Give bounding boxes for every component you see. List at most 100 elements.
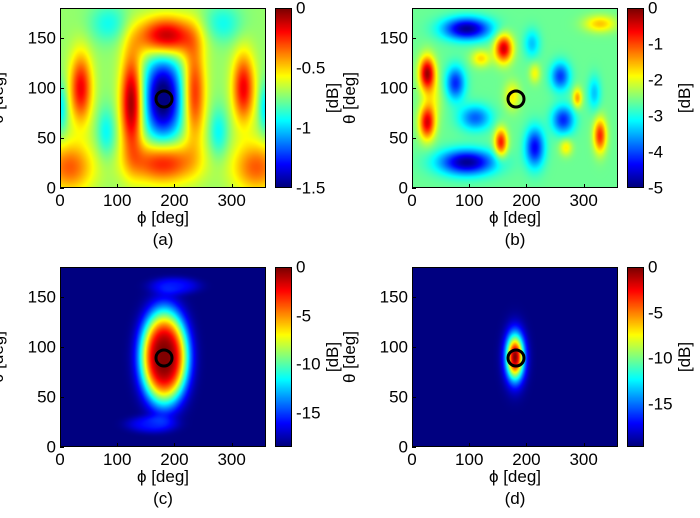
y-tick-label: 50 <box>37 387 56 407</box>
y-tick-mark <box>60 188 64 189</box>
colorbar-tick-label: -10 <box>296 354 321 374</box>
x-tick-mark <box>526 443 528 447</box>
heatmap-panel-b: 0 100 200 300 0 50 100 150 0 -1 -2 -3 -4 -5 ϕ [deg] θ [… <box>340 0 700 259</box>
x-tick-label: 100 <box>455 191 484 210</box>
heatmap-plot-area <box>412 8 618 188</box>
y-tick-mark <box>412 347 416 348</box>
x-tick-mark <box>583 443 585 447</box>
x-tick-label: 100 <box>103 450 132 469</box>
x-tick-mark <box>583 184 585 188</box>
colorbar-tick-label: 0 <box>648 0 658 18</box>
colorbar-label: [dB] <box>675 341 695 373</box>
colorbar-tick-label: -15 <box>296 403 321 423</box>
x-tick-label: 100 <box>103 191 132 210</box>
y-tick-mark <box>60 138 64 139</box>
x-tick-label: 200 <box>512 450 541 469</box>
heatmap-panel-c: 0 100 200 300 0 50 100 150 0 -5 -10 -15 ϕ [deg] θ [de… <box>0 259 350 518</box>
y-tick-label: 150 <box>27 287 56 307</box>
y-axis-label: θ [deg] <box>340 72 359 124</box>
y-tick-label: 150 <box>379 287 408 307</box>
y-tick-mark <box>60 88 64 89</box>
colorbar <box>275 8 292 188</box>
y-tick-label: 0 <box>46 178 56 198</box>
colorbar-tick-label: -0.5 <box>296 58 326 78</box>
y-tick-label: 100 <box>379 78 408 98</box>
x-tick-mark <box>412 184 413 188</box>
x-axis-label: ϕ [deg] <box>136 467 190 486</box>
colorbar-tick-label: -1 <box>296 118 312 138</box>
target-marker-circle <box>154 89 174 109</box>
heatmap-plot-area <box>60 8 266 188</box>
x-axis-label: ϕ [deg] <box>488 467 542 486</box>
colorbar-gradient <box>276 268 291 446</box>
y-tick-mark <box>412 88 416 89</box>
x-tick-label: 300 <box>569 191 598 210</box>
y-axis-label: θ [deg] <box>340 331 359 383</box>
colorbar <box>627 267 644 447</box>
y-tick-mark <box>412 188 416 189</box>
x-tick-mark <box>174 443 176 447</box>
x-tick-mark <box>412 443 413 447</box>
x-tick-mark <box>60 443 61 447</box>
y-tick-mark <box>60 447 64 448</box>
y-tick-mark <box>60 297 64 298</box>
colorbar <box>275 267 292 447</box>
panel-caption: (a) <box>152 230 174 249</box>
colorbar-label: [dB] <box>675 82 695 114</box>
colorbar-tick-label: -10 <box>648 348 673 368</box>
colorbar-tick-label: -1 <box>648 34 664 54</box>
target-marker-circle <box>154 348 174 368</box>
x-tick-label: 200 <box>160 191 189 210</box>
x-axis-label: ϕ [deg] <box>488 208 542 227</box>
y-tick-mark <box>412 447 416 448</box>
x-tick-label: 200 <box>512 191 541 210</box>
y-tick-mark <box>412 138 416 139</box>
colorbar-gradient <box>628 268 643 446</box>
x-tick-label: 300 <box>217 191 246 210</box>
y-tick-mark <box>412 397 416 398</box>
colorbar-tick-label: -1.5 <box>296 178 326 198</box>
heatmap-plot-area <box>412 267 618 447</box>
x-tick-mark <box>231 184 233 188</box>
x-tick-label: 0 <box>407 191 417 210</box>
y-tick-label: 0 <box>398 437 408 457</box>
colorbar-tick-label: -3 <box>648 106 664 126</box>
heatmap-plot-area <box>60 267 266 447</box>
x-tick-label: 0 <box>55 191 65 210</box>
y-tick-label: 100 <box>379 337 408 357</box>
y-tick-label: 100 <box>27 78 56 98</box>
x-tick-mark <box>117 443 119 447</box>
colorbar-tick-label: 0 <box>296 257 306 277</box>
colorbar-tick-label: -5 <box>296 306 312 326</box>
colorbar-gradient <box>628 9 643 187</box>
y-tick-label: 150 <box>379 28 408 48</box>
colorbar <box>627 8 644 188</box>
x-tick-label: 100 <box>455 450 484 469</box>
heatmap-panel-a: 0 100 200 300 0 50 100 150 0 -0.5 -1 -1.5 ϕ [deg] θ [… <box>0 0 350 259</box>
target-marker-circle <box>506 89 526 109</box>
x-tick-label: 0 <box>407 450 417 469</box>
x-tick-mark <box>117 184 119 188</box>
panel-caption: (c) <box>153 489 173 508</box>
colorbar-tick-label: 0 <box>648 257 658 277</box>
y-tick-label: 0 <box>398 178 408 198</box>
x-tick-mark <box>526 184 528 188</box>
y-tick-label: 0 <box>46 437 56 457</box>
y-axis-label: θ [deg] <box>0 331 7 383</box>
x-tick-label: 0 <box>55 450 65 469</box>
colorbar-tick-label: -5 <box>648 178 664 198</box>
colorbar-tick-label: -15 <box>648 394 673 414</box>
y-tick-label: 50 <box>389 387 408 407</box>
y-tick-label: 50 <box>389 128 408 148</box>
x-tick-mark <box>231 443 233 447</box>
x-axis-label: ϕ [deg] <box>136 208 190 227</box>
panel-caption: (b) <box>504 230 526 249</box>
x-tick-label: 300 <box>569 450 598 469</box>
x-tick-label: 300 <box>217 450 246 469</box>
target-marker-circle <box>506 348 526 368</box>
y-tick-label: 100 <box>27 337 56 357</box>
y-tick-mark <box>412 38 416 39</box>
x-tick-label: 200 <box>160 450 189 469</box>
y-tick-mark <box>60 38 64 39</box>
y-tick-label: 150 <box>27 28 56 48</box>
